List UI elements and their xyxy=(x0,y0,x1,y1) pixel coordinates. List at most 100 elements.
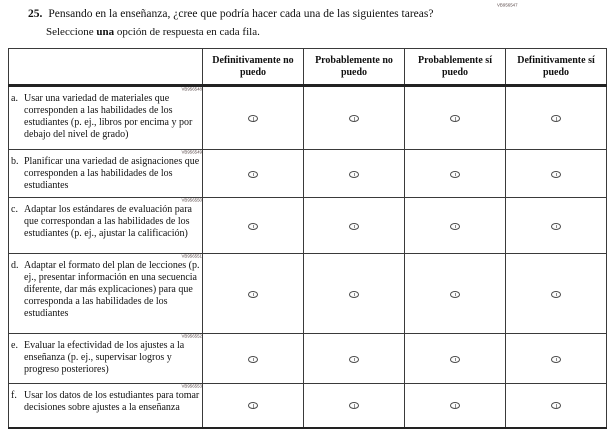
column-header-definitivamente-si: Definitivamente sí puedo xyxy=(505,48,607,87)
row-variable-code: VB956549 xyxy=(181,149,202,155)
response-bubble[interactable] xyxy=(450,290,460,298)
table-row: VB956551 d. Adaptar el formato del plan de… xyxy=(8,253,607,334)
response-cell xyxy=(404,253,506,334)
response-bubble[interactable] xyxy=(551,170,561,178)
task-text: Usar los datos de los estudiantes para t… xyxy=(24,390,200,413)
response-bubble[interactable] xyxy=(551,290,561,298)
response-bubble[interactable] xyxy=(450,222,460,230)
question-instruction: Seleccione una opción de respuesta en ca… xyxy=(28,26,568,39)
instruction-emphasis: una xyxy=(96,26,115,38)
response-cell xyxy=(303,149,405,198)
task-label: e. Evaluar la efectividad de los ajustes … xyxy=(9,340,202,376)
column-header-probablemente-si: Probablemente sí puedo xyxy=(404,48,506,87)
response-bubble[interactable] xyxy=(450,355,460,363)
table-row: VB956553 f. Usar los datos de los estudian… xyxy=(8,383,607,429)
response-bubble[interactable] xyxy=(551,222,561,230)
response-grid: Definitivamente no puedo Probablemente n… xyxy=(8,48,607,429)
question-text: Pensando en la enseñanza, ¿cree que podr… xyxy=(48,8,434,20)
response-bubble[interactable] xyxy=(551,115,561,122)
response-cell xyxy=(303,383,405,429)
response-cell xyxy=(202,253,304,334)
stub-header xyxy=(8,48,203,87)
task-cell: VB956553 f. Usar los datos de los estudian… xyxy=(8,383,203,429)
row-letter: d. xyxy=(11,260,19,271)
response-cell xyxy=(505,149,607,198)
response-bubble[interactable] xyxy=(551,355,561,363)
response-bubble[interactable] xyxy=(349,355,359,363)
response-bubble[interactable] xyxy=(349,170,359,178)
task-cell: VB956552 e. Evaluar la efectividad de los … xyxy=(8,333,203,384)
row-letter: f. xyxy=(11,390,17,401)
response-cell xyxy=(202,333,304,384)
task-label: f. Usar los datos de los estudiantes para… xyxy=(9,390,202,414)
response-bubble[interactable] xyxy=(248,355,258,363)
row-letter: b. xyxy=(11,156,19,167)
response-bubble[interactable] xyxy=(248,115,258,122)
response-bubble[interactable] xyxy=(450,115,460,122)
row-variable-code: VB956548 xyxy=(181,86,202,92)
response-cell xyxy=(505,333,607,384)
task-label: d. Adaptar el formato del plan de leccion… xyxy=(9,260,202,320)
response-bubble[interactable] xyxy=(349,222,359,230)
row-variable-code: VB956550 xyxy=(181,197,202,203)
response-bubble[interactable] xyxy=(349,402,359,410)
response-cell xyxy=(202,85,304,150)
response-bubble[interactable] xyxy=(248,222,258,230)
instruction-post: opción de respuesta en cada fila. xyxy=(114,26,260,38)
row-letter: c. xyxy=(11,204,18,215)
task-text: Evaluar la efectividad de los ajustes a … xyxy=(24,340,185,375)
response-cell xyxy=(303,253,405,334)
task-text: Adaptar el formato del plan de lecciones… xyxy=(24,260,200,319)
task-text: Adaptar los estándares de evaluación par… xyxy=(24,204,192,239)
response-cell xyxy=(202,383,304,429)
task-label: b. Planificar una variedad de asignacione… xyxy=(9,156,202,192)
response-bubble[interactable] xyxy=(349,290,359,298)
column-header-definitivamente-no: Definitivamente no puedo xyxy=(202,48,304,87)
task-cell: VB956550 c. Adaptar los estándares de eval… xyxy=(8,197,203,254)
task-text: Planificar una variedad de asignaciones … xyxy=(24,156,200,191)
row-variable-code: VB956553 xyxy=(181,383,202,389)
task-label: c. Adaptar los estándares de evaluación p… xyxy=(9,204,202,240)
response-cell xyxy=(404,149,506,198)
instruction-pre: Seleccione xyxy=(46,26,97,38)
header-row: Definitivamente no puedo Probablemente n… xyxy=(8,48,607,87)
response-cell xyxy=(404,383,506,429)
response-bubble[interactable] xyxy=(248,290,258,298)
response-cell xyxy=(202,149,304,198)
row-letter: a. xyxy=(11,93,18,104)
response-bubble[interactable] xyxy=(248,402,258,410)
response-bubble[interactable] xyxy=(450,402,460,410)
question-text-line: 25. Pensando en la enseñanza, ¿cree que p… xyxy=(28,7,568,21)
response-cell xyxy=(404,197,506,254)
response-cell xyxy=(303,333,405,384)
row-variable-code: VB956552 xyxy=(181,333,202,339)
response-cell xyxy=(505,383,607,429)
table-row: VB956550 c. Adaptar los estándares de eval… xyxy=(8,197,607,254)
response-bubble[interactable] xyxy=(551,402,561,410)
response-cell xyxy=(505,85,607,150)
response-cell xyxy=(404,85,506,150)
table-row: VB956548 a. Usar una variedad de materiale… xyxy=(8,85,607,150)
response-bubble[interactable] xyxy=(450,170,460,178)
response-cell xyxy=(505,253,607,334)
task-cell: VB956548 a. Usar una variedad de materiale… xyxy=(8,85,203,150)
response-cell xyxy=(303,85,405,150)
table-row: VB956552 e. Evaluar la efectividad de los … xyxy=(8,333,607,384)
row-letter: e. xyxy=(11,340,18,351)
response-bubble[interactable] xyxy=(248,170,258,178)
task-cell: VB956551 d. Adaptar el formato del plan de… xyxy=(8,253,203,334)
row-variable-code: VB956551 xyxy=(181,253,202,259)
response-bubble[interactable] xyxy=(349,115,359,122)
response-cell xyxy=(505,197,607,254)
column-header-probablemente-no: Probablemente no puedo xyxy=(303,48,405,87)
task-text: Usar una variedad de materiales que corr… xyxy=(24,93,193,140)
response-cell xyxy=(202,197,304,254)
table-row: VB956549 b. Planificar una variedad de asi… xyxy=(8,149,607,198)
response-cell xyxy=(303,197,405,254)
response-cell xyxy=(404,333,506,384)
question-block: 25. Pensando en la enseñanza, ¿cree que p… xyxy=(28,7,568,39)
question-number: 25. xyxy=(28,8,43,20)
task-cell: VB956549 b. Planificar una variedad de asi… xyxy=(8,149,203,198)
question-variable-code: VB956547 xyxy=(497,2,518,8)
